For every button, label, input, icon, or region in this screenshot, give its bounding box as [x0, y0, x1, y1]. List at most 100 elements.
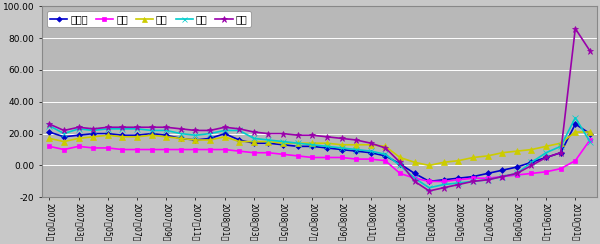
铁路 [397, 172, 404, 175]
全行业 [367, 151, 374, 154]
民航 [61, 129, 68, 132]
铁路 [133, 148, 140, 151]
铁路 [484, 177, 491, 180]
水运 [411, 177, 418, 180]
全行业 [280, 143, 287, 146]
公路 [192, 139, 199, 142]
民航 [133, 126, 140, 129]
公路 [309, 142, 316, 145]
全行业 [528, 161, 535, 164]
Line: 民航: 民航 [46, 25, 593, 194]
铁路 [163, 148, 170, 151]
全行业 [294, 145, 301, 148]
公路 [484, 154, 491, 157]
铁路 [294, 154, 301, 157]
公路 [440, 161, 448, 164]
水运 [323, 145, 331, 148]
公路 [323, 142, 331, 145]
公路 [148, 134, 155, 137]
民航 [206, 129, 214, 132]
铁路 [557, 167, 564, 170]
民航 [499, 175, 506, 178]
铁路 [75, 145, 82, 148]
全行业 [221, 132, 228, 135]
公路 [236, 140, 243, 143]
民航 [367, 142, 374, 145]
全行业 [163, 134, 170, 137]
水运 [104, 127, 112, 130]
全行业 [455, 177, 462, 180]
民航 [75, 126, 82, 129]
公路 [353, 143, 360, 146]
公路 [75, 137, 82, 140]
铁路 [221, 148, 228, 151]
全行业 [89, 132, 97, 135]
民航 [455, 183, 462, 186]
全行业 [236, 139, 243, 142]
公路 [104, 134, 112, 137]
民航 [323, 135, 331, 138]
全行业 [469, 175, 476, 178]
公路 [250, 140, 257, 143]
水运 [499, 175, 506, 178]
民航 [425, 189, 433, 192]
铁路 [250, 151, 257, 154]
民航 [542, 156, 550, 159]
水运 [367, 150, 374, 152]
公路 [61, 140, 68, 143]
民航 [382, 146, 389, 149]
公路 [411, 161, 418, 164]
民航 [338, 137, 345, 140]
全行业 [265, 142, 272, 145]
铁路 [382, 159, 389, 162]
铁路 [499, 175, 506, 178]
铁路 [61, 148, 68, 151]
全行业 [206, 137, 214, 140]
铁路 [353, 158, 360, 161]
全行业 [586, 132, 593, 135]
水运 [148, 129, 155, 132]
全行业 [499, 169, 506, 172]
Line: 全行业: 全行业 [47, 122, 592, 183]
铁路 [148, 148, 155, 151]
全行业 [353, 150, 360, 152]
公路 [382, 145, 389, 148]
铁路 [265, 151, 272, 154]
公路 [119, 135, 126, 138]
水运 [484, 178, 491, 181]
民航 [294, 134, 301, 137]
全行业 [119, 134, 126, 137]
民航 [221, 126, 228, 129]
民航 [265, 132, 272, 135]
公路 [163, 135, 170, 138]
水运 [89, 129, 97, 132]
公路 [528, 148, 535, 151]
公路 [294, 142, 301, 145]
全行业 [148, 132, 155, 135]
公路 [280, 142, 287, 145]
Line: 公路: 公路 [47, 129, 593, 168]
水运 [557, 145, 564, 148]
公路 [367, 143, 374, 146]
民航 [353, 139, 360, 142]
水运 [250, 137, 257, 140]
铁路 [572, 159, 579, 162]
铁路 [469, 177, 476, 180]
公路 [513, 150, 520, 152]
水运 [397, 164, 404, 167]
民航 [163, 126, 170, 129]
全行业 [382, 154, 389, 157]
全行业 [192, 139, 199, 142]
水运 [61, 132, 68, 135]
公路 [425, 164, 433, 167]
Line: 水运: 水运 [47, 115, 593, 191]
民航 [397, 161, 404, 164]
全行业 [572, 122, 579, 125]
民航 [411, 180, 418, 183]
民航 [104, 126, 112, 129]
水运 [236, 129, 243, 132]
公路 [397, 156, 404, 159]
公路 [455, 159, 462, 162]
公路 [46, 137, 53, 140]
铁路 [411, 177, 418, 180]
